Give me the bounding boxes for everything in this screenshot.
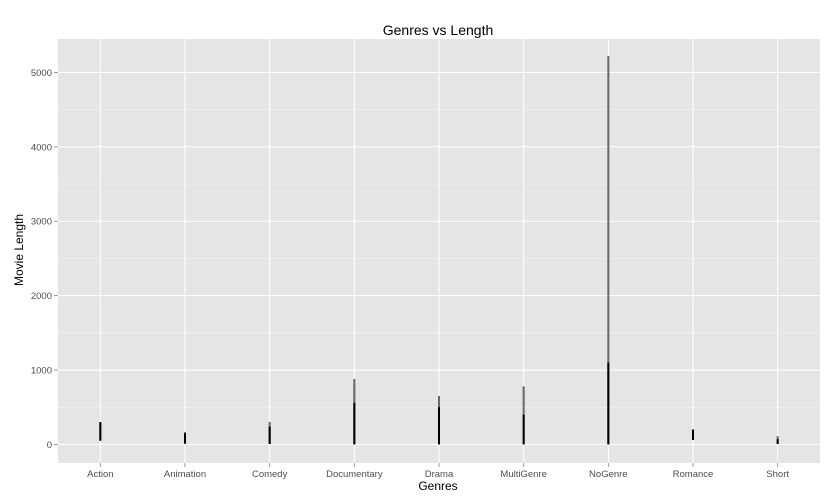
bar-dark-short [776,439,779,445]
x-tick-label: Short [766,469,789,480]
chart-title: Genres vs Length [383,22,494,38]
bar-dark-multigenre [522,414,525,445]
y-tick-label: 2000 [31,291,52,302]
y-axis-title: Movie Length [12,214,26,286]
x-tick-label: Romance [673,469,714,480]
bar-dark-documentary [353,402,356,445]
bar-dark-drama [438,407,440,445]
bars [99,56,779,445]
x-tick-label: Action [87,469,113,480]
bar-dark-romance [692,429,694,440]
bar-light-nogenre [607,56,610,445]
x-tick-label: Drama [425,469,454,480]
y-tick-label: 1000 [31,366,52,377]
x-tick-label: Comedy [252,469,288,480]
y-axis: 0 1000 2000 3000 4000 5000 [31,68,58,451]
y-tick-label: 5000 [31,68,52,79]
y-tick-label: 3000 [31,217,52,228]
x-tick-label: NoGenre [589,469,628,480]
x-axis: Action Animation Comedy Documentary Drama Mul… [87,463,789,480]
y-tick-label: 4000 [31,142,52,153]
x-tick-label: Animation [164,469,206,480]
x-axis-title: Genres [418,479,457,493]
x-tick-label: Documentary [326,469,383,480]
bar-dark-comedy [268,426,271,445]
x-tick-label: MultiGenre [500,469,546,480]
bar-dark-animation [184,433,186,444]
y-tick-label: 0 [47,440,52,451]
bar-dark-nogenre [607,362,610,445]
bar-dark-action [99,422,102,441]
